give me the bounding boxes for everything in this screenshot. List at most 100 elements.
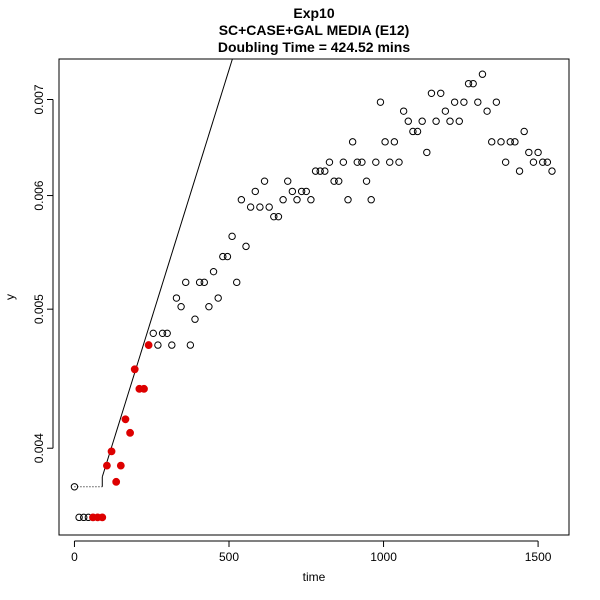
x-tick-label: 500 (219, 550, 239, 564)
data-point (534, 148, 542, 157)
data-point (437, 89, 445, 97)
data-point (172, 294, 181, 302)
data-point (409, 127, 417, 136)
data-point (330, 177, 338, 185)
x-axis: 0 500 1000 1500 (71, 540, 552, 564)
data-point (543, 158, 552, 166)
data-point (274, 212, 283, 221)
data-point (395, 158, 403, 166)
data-point (200, 278, 208, 287)
data-point (376, 98, 385, 106)
x-axis-label: time (303, 570, 326, 584)
data-point (223, 252, 232, 261)
data-point (311, 167, 320, 175)
data-point (450, 98, 459, 106)
data-point (404, 117, 412, 125)
data-point (441, 107, 450, 115)
data-point (353, 158, 361, 166)
data-point (413, 127, 422, 136)
data-point (483, 107, 491, 115)
data-point (362, 177, 371, 185)
highlighted-point (130, 365, 139, 374)
data-point (501, 158, 510, 166)
data-point (214, 294, 222, 302)
data-point (191, 315, 199, 323)
data-point (288, 187, 297, 196)
data-point (469, 79, 477, 88)
data-point (279, 196, 287, 204)
y-tick-label: 0.004 (32, 433, 46, 463)
data-point (316, 167, 324, 175)
data-point (335, 177, 343, 185)
data-point (488, 138, 496, 146)
data-point (520, 127, 528, 136)
data-point (209, 267, 218, 276)
data-point (205, 302, 213, 311)
highlighted-point (140, 384, 148, 393)
y-axis-label: y (3, 294, 17, 300)
highlighted-point (98, 513, 107, 522)
data-point (237, 196, 246, 204)
data-point (154, 341, 162, 349)
y-tick-label: 0.006 (32, 180, 46, 210)
data-points (70, 70, 556, 522)
data-point (158, 329, 167, 338)
data-point (529, 158, 538, 166)
data-point (460, 98, 468, 106)
data-point (511, 138, 519, 146)
data-point (372, 158, 380, 166)
data-point (506, 138, 514, 146)
data-point (228, 232, 236, 241)
data-point (339, 158, 348, 166)
data-point (321, 167, 329, 175)
data-point (418, 117, 426, 125)
highlighted-point (103, 461, 111, 470)
data-point (525, 148, 533, 157)
data-point (386, 158, 394, 166)
data-point (219, 252, 227, 261)
data-point (348, 138, 357, 146)
data-point (390, 138, 399, 146)
data-point (293, 196, 301, 204)
data-point (344, 196, 352, 204)
data-point (168, 341, 176, 349)
data-point (265, 203, 273, 211)
data-point (474, 98, 482, 106)
y-tick-label: 0.005 (32, 294, 46, 324)
data-point (515, 167, 524, 175)
data-point (464, 79, 473, 88)
data-point (539, 158, 547, 166)
y-tick-label: 0.007 (32, 84, 46, 114)
x-tick-label: 1500 (525, 550, 552, 564)
data-point (260, 177, 269, 185)
data-point (423, 148, 431, 157)
chart-doubling-time: Doubling Time = 424.52 mins (218, 39, 411, 55)
data-point (70, 483, 79, 491)
highlighted-point (107, 447, 116, 456)
data-point (497, 138, 505, 146)
data-point (427, 89, 436, 97)
highlighted-point (126, 428, 134, 437)
data-point (75, 513, 83, 522)
data-point (163, 329, 171, 338)
chart-title: Exp10 (293, 5, 334, 21)
data-point (246, 203, 255, 211)
data-point (270, 212, 278, 221)
data-point (432, 117, 440, 125)
data-point (233, 278, 241, 287)
data-point (548, 167, 556, 175)
y-axis: 0.004 0.005 0.006 0.007 (32, 84, 54, 463)
data-point (149, 329, 157, 338)
data-point (195, 278, 204, 287)
chart-subtitle: SC+CASE+GAL MEDIA (E12) (219, 22, 410, 38)
data-point (182, 278, 190, 287)
data-point (446, 117, 454, 125)
highlighted-point (116, 461, 125, 470)
data-point (325, 158, 334, 166)
x-tick-label: 0 (71, 550, 78, 564)
data-point (307, 196, 315, 204)
data-point (251, 187, 259, 196)
plot-frame (58, 58, 570, 536)
highlighted-point (121, 415, 130, 424)
